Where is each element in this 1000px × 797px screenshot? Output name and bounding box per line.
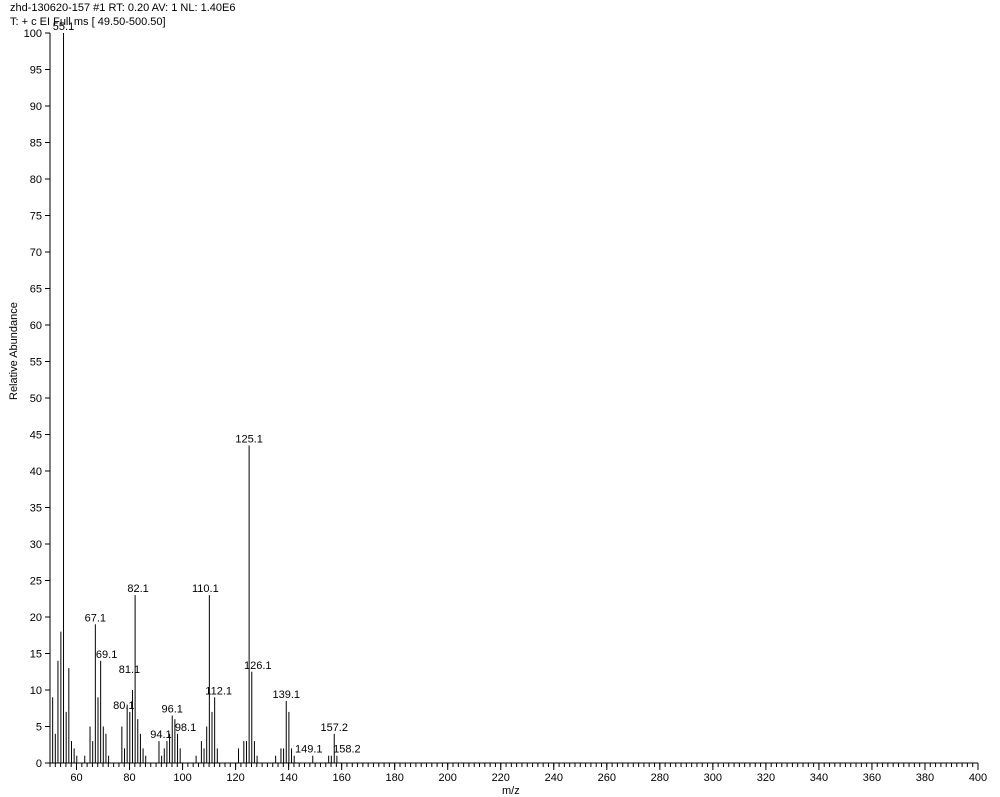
svg-text:30: 30 xyxy=(30,539,42,551)
svg-text:82.1: 82.1 xyxy=(127,583,148,595)
svg-text:158.2: 158.2 xyxy=(333,744,361,756)
svg-text:60: 60 xyxy=(70,772,82,784)
svg-text:139.1: 139.1 xyxy=(272,689,300,701)
svg-text:220: 220 xyxy=(492,772,510,784)
svg-text:20: 20 xyxy=(30,612,42,624)
svg-text:40: 40 xyxy=(30,466,42,478)
svg-text:45: 45 xyxy=(30,430,42,442)
mass-spectrum-plot: 0 5 10 15 20 25 30 35 40 45 50 55 60 65 70 75 80 85 90 95 10… xyxy=(0,0,1000,793)
svg-text:157.2: 157.2 xyxy=(320,722,348,734)
svg-text:70: 70 xyxy=(30,247,42,259)
x-axis-label: m/z xyxy=(502,785,520,797)
svg-text:81.1: 81.1 xyxy=(119,664,140,676)
svg-text:200: 200 xyxy=(439,772,457,784)
svg-text:100: 100 xyxy=(24,28,42,40)
svg-text:126.1: 126.1 xyxy=(244,660,272,672)
svg-text:0: 0 xyxy=(36,758,42,770)
svg-text:380: 380 xyxy=(916,772,934,784)
svg-text:67.1: 67.1 xyxy=(85,612,106,624)
svg-text:320: 320 xyxy=(757,772,775,784)
svg-text:94.1: 94.1 xyxy=(150,729,171,741)
svg-text:160: 160 xyxy=(332,772,350,784)
svg-text:260: 260 xyxy=(598,772,616,784)
svg-text:80.1: 80.1 xyxy=(113,700,134,712)
svg-text:120: 120 xyxy=(226,772,244,784)
svg-text:35: 35 xyxy=(30,503,42,515)
svg-text:125.1: 125.1 xyxy=(235,433,263,445)
svg-text:69.1: 69.1 xyxy=(96,649,117,661)
svg-text:25: 25 xyxy=(30,576,42,588)
svg-text:10: 10 xyxy=(30,685,42,697)
svg-text:360: 360 xyxy=(863,772,881,784)
svg-text:55: 55 xyxy=(30,357,42,369)
svg-text:98.1: 98.1 xyxy=(175,722,196,734)
svg-text:80: 80 xyxy=(30,174,42,186)
svg-text:60: 60 xyxy=(30,320,42,332)
svg-text:280: 280 xyxy=(651,772,669,784)
svg-text:95: 95 xyxy=(30,65,42,77)
svg-text:50: 50 xyxy=(30,393,42,405)
svg-text:400: 400 xyxy=(969,772,987,784)
svg-text:180: 180 xyxy=(386,772,404,784)
svg-text:149.1: 149.1 xyxy=(295,744,323,756)
svg-text:90: 90 xyxy=(30,101,42,113)
svg-text:55.1: 55.1 xyxy=(53,21,74,33)
svg-text:140: 140 xyxy=(279,772,297,784)
svg-text:96.1: 96.1 xyxy=(162,704,183,716)
svg-text:5: 5 xyxy=(36,722,42,734)
svg-text:300: 300 xyxy=(704,772,722,784)
svg-text:85: 85 xyxy=(30,138,42,150)
svg-text:110.1: 110.1 xyxy=(192,583,219,595)
svg-text:15: 15 xyxy=(30,649,42,661)
svg-text:100: 100 xyxy=(173,772,191,784)
svg-text:65: 65 xyxy=(30,284,42,296)
svg-text:80: 80 xyxy=(123,772,135,784)
svg-text:112.1: 112.1 xyxy=(205,685,232,697)
svg-text:240: 240 xyxy=(545,772,563,784)
ms-chart-page: zhd-130620-157 #1 RT: 0.20 AV: 1 NL: 1.4… xyxy=(0,0,1000,793)
svg-text:75: 75 xyxy=(30,211,42,223)
svg-text:340: 340 xyxy=(810,772,828,784)
